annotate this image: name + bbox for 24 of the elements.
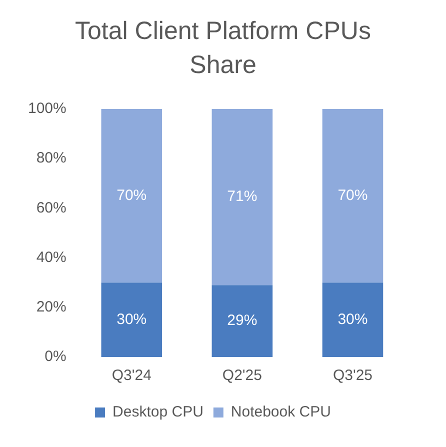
x-tick-label: Q3'24 — [112, 367, 152, 384]
y-tick-label: 60% — [36, 199, 66, 216]
y-tick-label: 100% — [28, 100, 66, 118]
y-tick-label: 40% — [36, 248, 66, 266]
legend-label: Notebook CPU — [230, 404, 331, 421]
bar — [322, 282, 384, 357]
bar — [101, 282, 162, 357]
data-label: 70% — [116, 186, 147, 204]
legend-label: Desktop CPU — [112, 404, 204, 421]
y-tick-label: 20% — [36, 298, 66, 316]
data-label: 30% — [116, 310, 147, 328]
chart-title: Total Client Platform CPUs Share — [74, 16, 372, 81]
data-label: 71% — [227, 188, 258, 206]
data-label: 29% — [227, 312, 258, 330]
bar — [322, 109, 384, 283]
y-tick-label: 80% — [36, 150, 66, 167]
bar — [212, 109, 273, 286]
bar — [101, 109, 162, 283]
data-label: 30% — [338, 310, 368, 328]
bar — [212, 285, 273, 357]
data-label: 70% — [338, 186, 368, 204]
y-tick-label: 0% — [44, 348, 66, 366]
x-tick-label: Q3'25 — [332, 367, 373, 384]
x-tick-label: Q2'25 — [222, 367, 262, 384]
